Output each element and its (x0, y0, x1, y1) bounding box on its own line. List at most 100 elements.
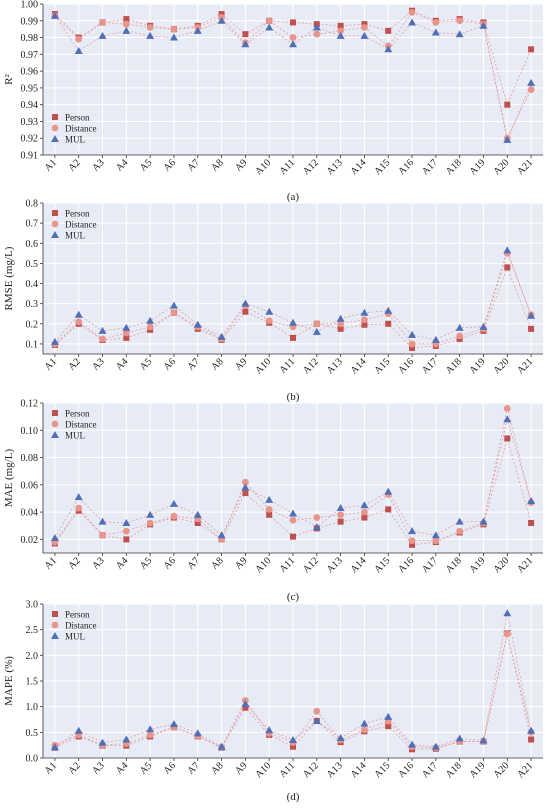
point-mul-a17 (431, 335, 440, 343)
x-tick-label: A9 (233, 760, 249, 776)
y-tick-label: 2.0 (26, 651, 39, 662)
x-tick-label: A3 (90, 760, 106, 776)
legend-marker-mul (51, 231, 59, 238)
point-mul-a5 (146, 510, 155, 518)
point-mul-a6 (169, 720, 178, 728)
x-tick-label: A11 (277, 760, 297, 780)
x-tick-label: A21 (515, 157, 535, 177)
point-distance-a16 (408, 537, 416, 545)
point-mul-a15 (384, 306, 393, 314)
x-tick-label: A13 (325, 356, 345, 376)
point-distance-a5 (146, 323, 154, 331)
x-tick-label: A5 (138, 555, 154, 571)
x-tick-label: A2 (66, 356, 82, 372)
point-person-a13 (337, 22, 344, 29)
point-mul-a6 (169, 499, 178, 507)
point-distance-a6 (170, 512, 178, 520)
x-tick-label: A18 (444, 760, 464, 780)
series-line-person (54, 633, 532, 750)
point-mul-a19 (479, 517, 488, 525)
y-tick-label: 0.99 (21, 16, 39, 27)
point-person-a4 (123, 536, 130, 543)
legend-label-distance: Distance (65, 220, 97, 230)
y-tick-label: 1.0 (26, 702, 39, 713)
panel-label: (b) (287, 391, 300, 403)
point-distance-a5 (146, 24, 154, 31)
point-person-a20 (504, 435, 511, 442)
point-mul-a16 (408, 330, 417, 338)
point-mul-a8 (217, 332, 226, 340)
x-tick-label: A1 (43, 356, 59, 372)
y-tick-label: 0.7 (26, 219, 39, 230)
point-distance-a4 (122, 20, 130, 28)
x-tick-label: A16 (396, 157, 416, 177)
x-tick-label: A1 (43, 157, 59, 173)
legend-marker-distance (51, 420, 59, 428)
y-tick-label: 0.5 (26, 259, 39, 270)
point-mul-a1 (50, 11, 59, 19)
x-tick-label: A9 (233, 157, 249, 173)
x-tick-label: A20 (491, 760, 511, 780)
point-mul-a19 (479, 21, 488, 29)
y-tick-label: 1.5 (26, 677, 39, 688)
point-distance-a16 (408, 340, 416, 348)
point-distance-a3 (99, 531, 106, 539)
y-axis-label: MAPE (%) (3, 656, 15, 706)
x-tick-label: A7 (185, 760, 201, 776)
x-tick-label: A8 (209, 356, 225, 372)
point-distance-a12 (313, 30, 321, 38)
panel-label: (c) (287, 591, 300, 603)
point-distance-a3 (99, 19, 106, 26)
x-tick-label: A4 (114, 356, 130, 372)
x-tick-label: A15 (372, 356, 392, 376)
x-tick-label: A13 (325, 157, 345, 177)
point-mul-a8 (217, 16, 226, 24)
x-tick-label: A6 (162, 157, 178, 173)
point-mul-a1 (50, 534, 59, 541)
y-tick-label: 3.0 (26, 600, 39, 611)
point-distance-a10 (265, 505, 273, 513)
x-tick-label: A7 (185, 157, 201, 173)
point-distance-a14 (361, 508, 368, 516)
x-tick-label: A4 (114, 157, 130, 173)
point-mul-a2 (74, 310, 83, 318)
y-tick-label: 0.97 (21, 50, 39, 61)
x-tick-label: A10 (253, 760, 273, 780)
point-person-a9 (242, 704, 249, 711)
x-tick-label: A10 (253, 356, 273, 376)
y-tick-label: 0.94 (21, 100, 39, 111)
y-tick-label: 0.12 (21, 399, 39, 410)
y-tick-label: 0.6 (26, 239, 39, 250)
point-distance-a14 (361, 726, 368, 734)
x-tick-label: A14 (349, 555, 369, 575)
point-distance-a4 (122, 527, 130, 535)
x-tick-label: A3 (90, 555, 106, 571)
x-tick-label: A3 (90, 356, 106, 372)
point-distance-a21 (527, 86, 535, 93)
point-mul-a7 (193, 729, 202, 737)
point-mul-a9 (241, 299, 250, 307)
x-tick-label: A21 (515, 760, 535, 780)
point-mul-a5 (146, 725, 155, 733)
x-tick-label: A13 (325, 555, 345, 575)
point-mul-a20 (503, 135, 512, 143)
y-tick-label: 0.93 (21, 117, 39, 128)
point-mul-a10 (265, 23, 274, 31)
x-tick-label: A15 (372, 760, 392, 780)
x-tick-label: A8 (209, 555, 225, 571)
point-mul-a2 (74, 726, 83, 734)
legend-marker-person (52, 210, 58, 216)
panel-label: (d) (287, 791, 300, 803)
point-distance-a5 (146, 731, 154, 739)
point-mul-a15 (384, 45, 393, 53)
legend-label-person: Person (65, 113, 90, 123)
x-tick-label: A17 (420, 356, 440, 376)
point-distance-a18 (456, 332, 464, 340)
x-tick-label: A11 (277, 157, 297, 177)
point-person-a13 (337, 518, 344, 525)
y-tick-label: 0.5 (26, 728, 39, 739)
point-mul-a7 (193, 26, 202, 34)
x-tick-label: A1 (43, 760, 59, 776)
point-distance-a11 (289, 516, 297, 524)
